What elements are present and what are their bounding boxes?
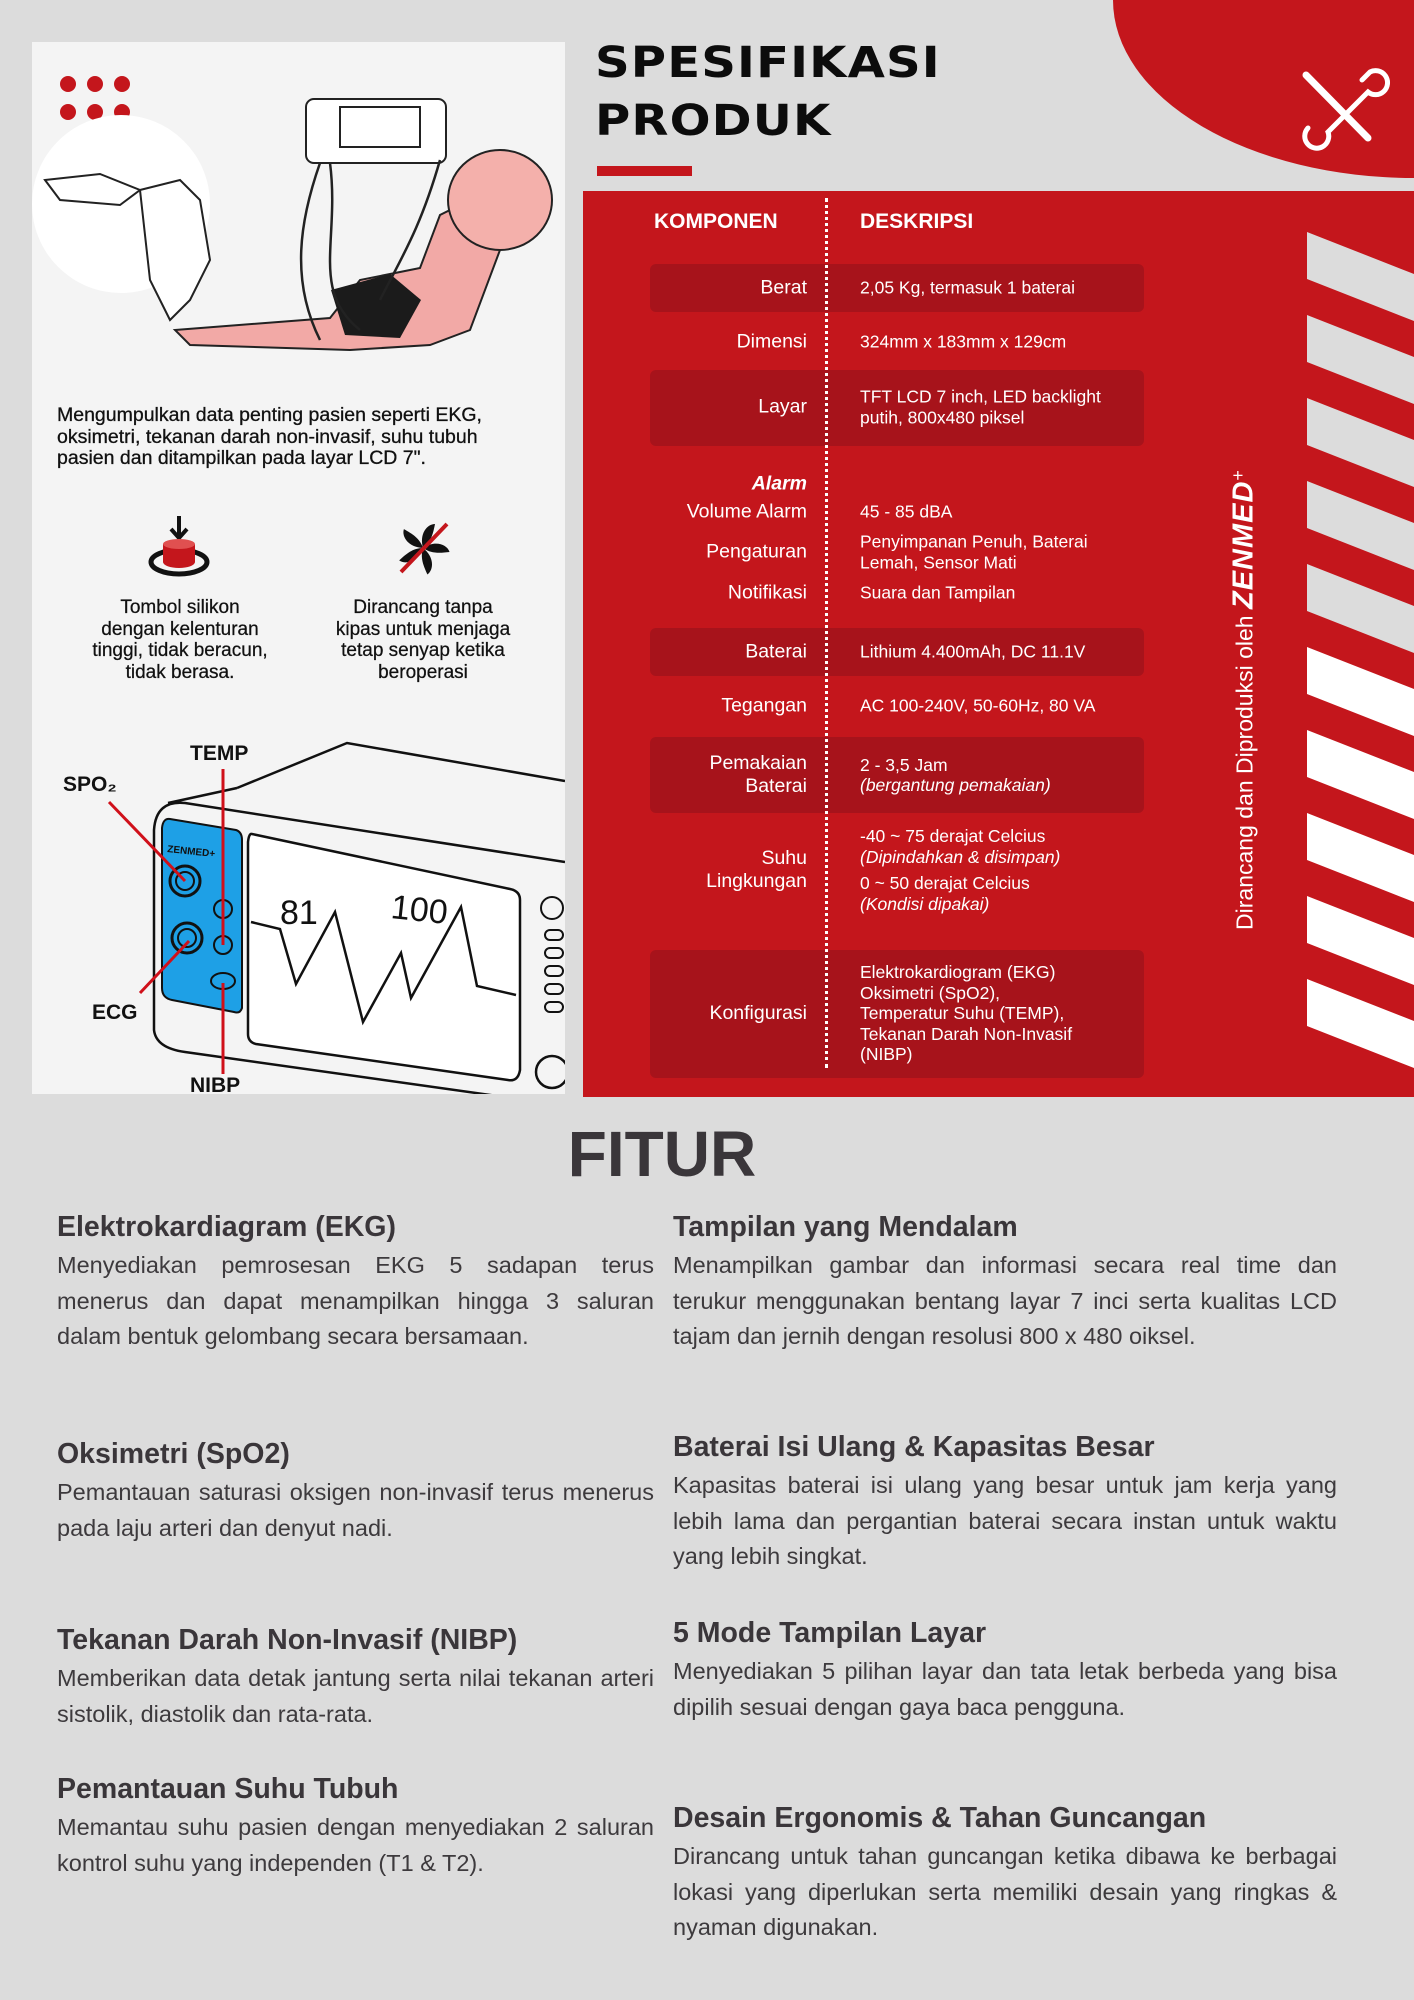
menu-dots-icon <box>60 76 130 120</box>
ecg-waveform <box>250 903 517 1026</box>
stripe <box>1307 398 1414 487</box>
header-description: DESKRIPSI <box>860 210 974 233</box>
specs-title-line1: SPESIFIKASI <box>595 38 941 88</box>
spo2-label: SPO₂ <box>63 773 117 796</box>
feature-temperature: Pemantauan Suhu Tubuh Memantau suhu pasie… <box>57 1773 654 1876</box>
banner-text: Dirancang dan Diproduksi oleh <box>1231 615 1258 930</box>
spec-row-settings: Pengaturan Penyimpanan Penuh, Baterai Lema… <box>706 531 1088 573</box>
stripe <box>1307 813 1414 902</box>
feature-ekg: Elektrokardiagram (EKG) Menyediakan pemro… <box>57 1211 654 1349</box>
brand-mark: + <box>1227 470 1248 481</box>
monitor-screen <box>246 832 522 1082</box>
stripe <box>1307 564 1414 653</box>
monitor-ports-diagram: ZENMED+ 81 100 TEMP SPO₂ ECG NIBP <box>63 741 565 1094</box>
temp-label: TEMP <box>190 742 248 765</box>
spec-row-ambient-temp: Suhu Lingkungan -40 ~ 75 derajat Celcius(… <box>706 826 1061 914</box>
nibp-label: NIBP <box>190 1074 240 1094</box>
column-divider <box>825 198 828 1068</box>
row-band <box>650 737 1144 813</box>
specs-panel <box>583 191 1414 1097</box>
spec-row-voltage: Tegangan AC 100-240V, 50-60Hz, 80 VA <box>721 694 1096 717</box>
spec-row-alarm-heading: Alarm <box>751 472 807 495</box>
stripe <box>1307 979 1414 1068</box>
stripe <box>1307 647 1414 736</box>
manufacturer-banner: Dirancang dan Diproduksi oleh ZENMED+ <box>1228 470 1261 930</box>
no-fan-icon <box>399 522 450 575</box>
stripe <box>1307 896 1414 985</box>
decorative-stripes <box>1307 232 1414 1068</box>
spec-row-battery: Baterai Lithium 4.400mAh, DC 11.1V <box>745 640 1086 663</box>
feature-ergonomic: Desain Ergonomis & Tahan Guncangan Diranc… <box>673 1802 1337 1940</box>
brand-logo: ZENMED <box>1227 480 1260 610</box>
silicone-button-caption: Tombol silikon dengan kelenturan tinggi,… <box>92 597 268 683</box>
feature-battery: Baterai Isi Ulang & Kapasitas Besar Kapas… <box>673 1431 1337 1569</box>
tools-icon <box>1302 68 1390 151</box>
feature-nibp: Tekanan Darah Non-Invasif (NIBP) Memberik… <box>57 1624 654 1727</box>
row-band <box>650 264 1144 312</box>
spec-row-screen: Layar TFT LCD 7 inch, LED backlight putih,… <box>758 386 1101 428</box>
row-band <box>650 950 1144 1078</box>
feature-display-modes: 5 Mode Tampilan Layar Menyediakan 5 pilih… <box>673 1617 1337 1720</box>
specs-title-line2: PRODUK <box>595 96 832 146</box>
stripe <box>1307 481 1414 570</box>
silicone-button-icon <box>148 516 210 577</box>
title-accent-bar <box>597 166 692 176</box>
header-component: KOMPONEN <box>654 210 778 233</box>
row-band <box>650 628 1144 676</box>
feature-spo2: Oksimetri (SpO2) Pemantauan saturasi oksi… <box>57 1438 654 1541</box>
patient-monitoring-illustration <box>32 76 553 352</box>
spec-row-configuration: Konfigurasi Elektrokardiogram (EKG) Oksime… <box>709 961 1073 1064</box>
ecg-label: ECG <box>92 1001 138 1024</box>
spec-row-weight: Berat 2,05 Kg, termasuk 1 baterai <box>760 276 1075 299</box>
stripe <box>1307 315 1414 404</box>
feature-display: Tampilan yang Mendalam Menampilkan gambar… <box>673 1211 1337 1349</box>
fanless-caption: Dirancang tanpa kipas untuk menjaga teta… <box>335 597 511 683</box>
row-band <box>650 370 1144 446</box>
spec-row-battery-life: Pemakaian Baterai 2 - 3,5 Jam (bergantung … <box>709 752 1051 797</box>
product-description: Mengumpulkan data penting pasien seperti… <box>57 404 482 469</box>
features-title: FITUR <box>567 1118 757 1190</box>
screen-value-spo2: 100 <box>389 888 449 932</box>
spec-row-alarm-volume: Volume Alarm 45 - 85 dBA <box>686 500 953 523</box>
spec-row-dimension: Dimensi 324mm x 183mm x 129cm <box>736 330 1067 353</box>
stripe <box>1307 730 1414 819</box>
spec-row-notification: Notifikasi Suara dan Tampilan <box>727 581 1016 604</box>
screen-value-hr: 81 <box>280 894 318 932</box>
stripe <box>1307 232 1414 321</box>
header-red-arc <box>1113 0 1414 178</box>
device-brand-label: ZENMED+ <box>167 844 216 860</box>
